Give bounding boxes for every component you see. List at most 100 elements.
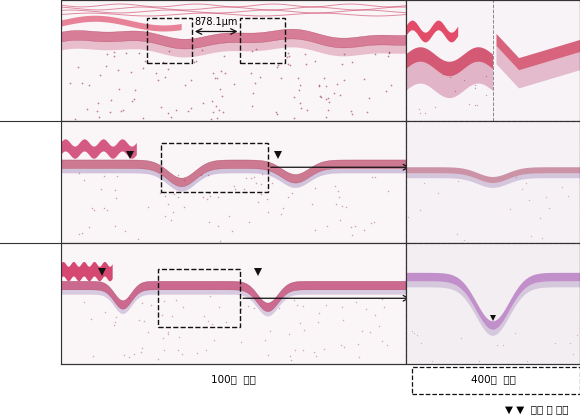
Point <box>492 342 502 348</box>
Point <box>229 80 238 87</box>
Point <box>289 94 299 101</box>
Point <box>247 48 256 55</box>
Point <box>351 299 361 306</box>
Point <box>209 336 219 343</box>
Point <box>314 82 324 89</box>
Point <box>92 108 101 115</box>
Point <box>407 328 416 334</box>
Point <box>312 352 321 359</box>
Point <box>382 88 391 95</box>
Point <box>314 310 324 316</box>
Point <box>212 115 222 122</box>
Point <box>246 69 256 76</box>
Point <box>283 61 292 68</box>
Point <box>433 190 443 196</box>
Point <box>222 319 231 326</box>
Point <box>471 82 480 88</box>
Point <box>364 95 374 102</box>
Point <box>324 106 333 113</box>
Point <box>84 82 93 89</box>
Point <box>450 88 459 94</box>
Polygon shape <box>406 173 580 188</box>
Point <box>111 314 121 321</box>
Point <box>228 228 237 234</box>
Point <box>384 53 393 59</box>
Point <box>143 329 153 335</box>
Point <box>161 74 170 80</box>
Point <box>213 223 223 229</box>
Point <box>370 51 379 57</box>
Point <box>236 338 245 345</box>
Point <box>294 87 303 94</box>
Point <box>204 318 213 324</box>
Point <box>470 101 480 108</box>
Point <box>78 229 87 236</box>
Point <box>139 65 148 71</box>
Point <box>322 113 331 120</box>
Point <box>357 327 366 334</box>
Point <box>99 173 108 180</box>
Point <box>256 191 266 198</box>
Point <box>254 199 263 205</box>
Point <box>124 295 133 302</box>
Point <box>160 298 169 305</box>
Point <box>137 349 146 355</box>
Text: 878.1μm: 878.1μm <box>194 17 238 27</box>
Point <box>251 79 260 86</box>
Point <box>298 347 307 353</box>
Point <box>186 77 195 84</box>
Point <box>79 299 89 306</box>
Point <box>415 110 425 117</box>
Point <box>210 74 219 81</box>
Point <box>334 188 343 194</box>
Point <box>166 114 176 120</box>
Polygon shape <box>61 290 406 316</box>
Point <box>347 59 356 66</box>
Point <box>385 50 394 56</box>
Point <box>78 79 87 86</box>
Point <box>321 83 331 89</box>
Point <box>353 341 362 348</box>
Point <box>339 51 349 58</box>
Point <box>295 100 305 107</box>
Point <box>191 57 201 64</box>
Point <box>103 206 112 213</box>
Point <box>334 194 343 200</box>
Point <box>274 304 284 311</box>
Point <box>263 351 273 358</box>
Point <box>249 304 259 311</box>
Point <box>102 50 111 57</box>
Point <box>99 204 108 211</box>
Point <box>95 114 104 120</box>
Point <box>75 169 84 176</box>
Point <box>89 206 99 213</box>
Point <box>157 104 166 110</box>
Point <box>340 344 349 350</box>
Point <box>163 328 172 335</box>
Point <box>167 312 176 319</box>
Point <box>248 90 258 97</box>
Point <box>110 48 119 55</box>
Point <box>370 311 379 318</box>
Point <box>93 100 102 107</box>
Point <box>383 342 392 349</box>
Polygon shape <box>61 262 113 281</box>
Point <box>219 109 228 115</box>
Polygon shape <box>61 39 406 57</box>
Point <box>542 194 551 201</box>
Text: 대조군
(4일 후): 대조군 (4일 후) <box>16 171 45 193</box>
Point <box>309 348 318 355</box>
Point <box>355 354 364 360</box>
Point <box>137 300 147 306</box>
Point <box>347 232 356 238</box>
Point <box>213 194 223 200</box>
Text: ▼ ▼  손상 끝 부위: ▼ ▼ 손상 끝 부위 <box>505 405 568 415</box>
Point <box>168 208 177 215</box>
Point <box>219 53 229 59</box>
Point <box>359 227 368 233</box>
Point <box>198 99 208 106</box>
Polygon shape <box>496 46 580 88</box>
Point <box>445 74 454 80</box>
Point <box>335 217 345 224</box>
Point <box>365 329 375 336</box>
